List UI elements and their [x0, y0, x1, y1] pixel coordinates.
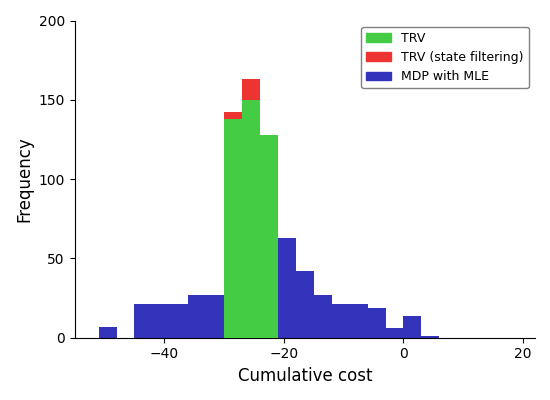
Bar	[152, 304, 170, 338]
Bar	[421, 336, 439, 338]
Bar	[404, 316, 421, 338]
Bar	[260, 246, 278, 338]
Bar	[188, 295, 206, 338]
Bar	[224, 112, 242, 119]
Bar	[206, 295, 224, 338]
Legend: TRV, TRV (state filtering), MDP with MLE: TRV, TRV (state filtering), MDP with MLE	[361, 27, 529, 88]
Bar	[170, 304, 188, 338]
X-axis label: Cumulative cost: Cumulative cost	[238, 367, 372, 385]
Bar	[386, 328, 404, 338]
Bar	[134, 304, 152, 338]
Bar	[278, 238, 296, 338]
Bar	[296, 271, 314, 338]
Bar	[242, 79, 260, 100]
Bar	[224, 228, 242, 338]
Bar	[242, 100, 260, 338]
Bar	[224, 119, 242, 338]
Bar	[367, 308, 386, 338]
Bar	[314, 295, 332, 338]
Bar	[98, 327, 117, 338]
Bar	[350, 304, 367, 338]
Bar	[242, 265, 260, 338]
Bar	[332, 304, 350, 338]
Y-axis label: Frequency: Frequency	[15, 136, 33, 222]
Bar	[260, 135, 278, 338]
